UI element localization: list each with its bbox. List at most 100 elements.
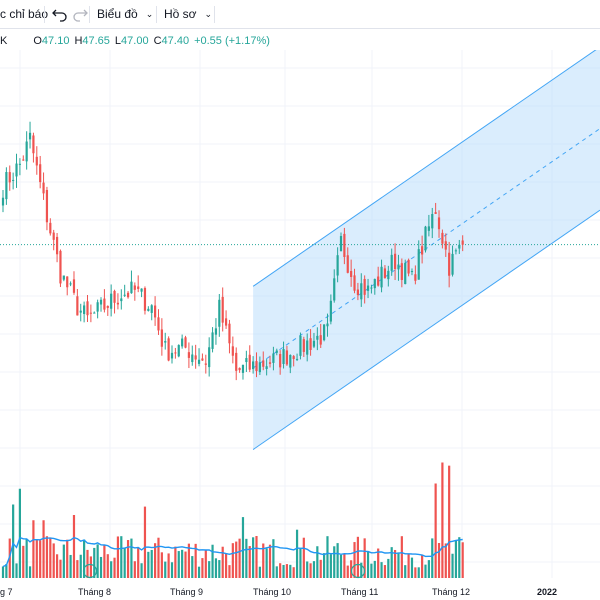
volume-bar (76, 560, 79, 578)
candle-body (404, 262, 407, 285)
volume-bar (69, 554, 72, 578)
chart-type-button[interactable]: Biểu đồ ⌄ (97, 0, 153, 28)
candle-body (8, 172, 11, 183)
volume-bar (333, 546, 336, 578)
candle-body (143, 288, 147, 311)
undo-icon[interactable] (50, 4, 70, 24)
candle-body (366, 285, 370, 291)
volume-bar (268, 544, 272, 578)
candle-body (89, 312, 92, 314)
candle-body (245, 358, 248, 363)
volume-bar (424, 564, 427, 578)
event-marker-icon (82, 563, 98, 579)
candle-body (25, 141, 28, 162)
candle-body (235, 352, 238, 371)
volume-bar (89, 556, 92, 578)
volume-bar (248, 546, 251, 578)
candle-body (397, 264, 400, 270)
volume-bar (120, 536, 123, 578)
volume-bar (96, 544, 99, 578)
volume-bar (147, 551, 150, 578)
candle-body (431, 214, 434, 229)
volume-bar (25, 539, 28, 578)
volume-bar (150, 549, 153, 578)
volume-bar (62, 544, 65, 578)
open-value: 47.10 (41, 35, 70, 47)
volume-bar (72, 515, 76, 578)
volume-ma-line (2, 536, 463, 568)
volume-bar (143, 506, 147, 578)
candle-body (110, 293, 113, 309)
indicators-button[interactable]: c chỉ báo (0, 0, 48, 28)
volume-bar (238, 538, 241, 578)
volume-bar (255, 536, 258, 578)
volume-bar (431, 538, 434, 578)
x-tick-label: Tháng 11 (341, 587, 378, 597)
volume-bar (86, 549, 89, 578)
candle-body (424, 226, 427, 251)
candle-body (197, 359, 201, 364)
profile-button[interactable]: Hồ sơ ⌄ (164, 0, 212, 28)
volume-bar (319, 559, 322, 578)
candle-body (187, 352, 190, 358)
candle-body (265, 366, 268, 369)
low-value: 47.00 (121, 35, 149, 47)
volume-bar (187, 543, 190, 578)
volume-bar (370, 563, 373, 578)
volume-bar (32, 520, 35, 578)
candle-body (309, 338, 312, 350)
candle-body (126, 292, 130, 298)
volume-bar (194, 543, 197, 578)
candle-body (248, 354, 251, 370)
volume-bar (28, 566, 32, 578)
event-markers (82, 563, 366, 579)
x-tick-label: 2022 (537, 587, 557, 597)
candle-body (427, 226, 430, 231)
toolbar-divider (214, 6, 215, 23)
volume-bar (245, 538, 248, 578)
time-axis: g 7 Tháng 8 Tháng 9 Tháng 10 Tháng 11 Th… (0, 587, 557, 597)
candle-body (312, 340, 316, 347)
candle-body (336, 255, 339, 276)
volume-bar (272, 539, 275, 578)
candle-body (174, 352, 177, 354)
candle-body (5, 172, 8, 200)
symbol-suffix: K (0, 35, 8, 47)
volume-bar (275, 566, 278, 578)
volume-bar (224, 553, 228, 578)
volume-bar (448, 465, 451, 578)
chevron-down-icon: ⌄ (204, 8, 213, 19)
candle-body (137, 286, 140, 289)
candle-body (356, 289, 359, 296)
volume-bar (126, 540, 130, 578)
candle-body (343, 233, 346, 257)
close-label: C (153, 35, 162, 47)
volume-bar (397, 552, 400, 578)
volume-bar (113, 557, 116, 578)
candle-body (306, 340, 309, 355)
volume-bar (197, 566, 201, 578)
volume-bar (39, 540, 42, 578)
redo-icon[interactable] (70, 4, 90, 24)
volume-bar (285, 564, 289, 578)
volume-bar (231, 543, 234, 578)
volume-bar (390, 547, 393, 578)
volume-bar (329, 554, 332, 578)
candle-body (454, 250, 458, 252)
volume-bar (262, 543, 265, 578)
volume-bar (137, 547, 140, 578)
candle-body (123, 294, 126, 296)
toolbar-divider (156, 6, 157, 23)
price-chart[interactable]: g 7 Tháng 8 Tháng 9 Tháng 10 Tháng 11 Th… (0, 50, 600, 600)
candle-body (1, 197, 5, 206)
candle-body (170, 352, 174, 359)
volume-bar (174, 546, 177, 578)
candle-body (211, 332, 214, 349)
candle-body (282, 349, 285, 364)
channel-lower-line (252, 209, 600, 450)
candle-body (28, 132, 32, 140)
volume-bar (140, 563, 143, 578)
volume-bar (323, 553, 326, 578)
volume-bar (83, 539, 86, 578)
candle-body (262, 360, 265, 367)
